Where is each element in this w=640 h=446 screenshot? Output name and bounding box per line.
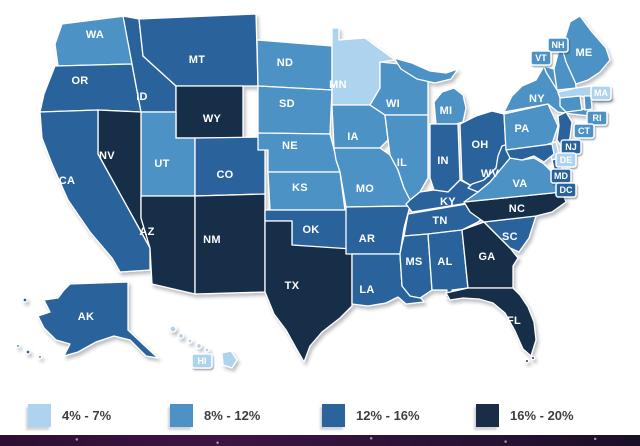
state-sd[interactable] <box>257 85 333 135</box>
legend-label-3: 12% - 16% <box>356 408 420 423</box>
state-fl[interactable] <box>445 287 537 364</box>
state-co[interactable] <box>194 136 266 197</box>
legend-item-3: 12% - 16% <box>322 404 420 427</box>
legend-label-4: 16% - 20% <box>510 408 574 423</box>
state-ne[interactable] <box>257 132 341 173</box>
state-chip-nh[interactable]: NH <box>547 37 569 53</box>
legend-label-2: 8% - 12% <box>204 408 261 423</box>
legend-swatch-4 <box>476 404 499 427</box>
state-me[interactable] <box>561 15 611 85</box>
state-chip-vt[interactable]: VT <box>530 50 552 66</box>
state-chip-md[interactable]: MD <box>550 168 572 184</box>
state-chip-ct[interactable]: CT <box>573 123 595 139</box>
state-tx[interactable] <box>264 220 353 363</box>
bottom-bar <box>0 435 640 446</box>
state-chip-nj[interactable]: NJ <box>560 139 582 155</box>
state-or[interactable] <box>39 63 142 113</box>
state-ak[interactable] <box>15 281 159 360</box>
legend-item-2: 8% - 12% <box>170 404 260 427</box>
state-ca[interactable] <box>39 109 151 273</box>
state-in[interactable] <box>429 123 461 193</box>
legend-swatch-1 <box>28 404 51 427</box>
state-chip-ri[interactable]: RI <box>586 110 608 126</box>
state-ct[interactable] <box>559 95 583 113</box>
state-chip-ma[interactable]: MA <box>590 85 612 101</box>
state-ar[interactable] <box>345 205 411 255</box>
state-nm[interactable] <box>194 193 266 295</box>
state-chip-dc[interactable]: DC <box>555 182 577 198</box>
legend-item-4: 16% - 20% <box>476 404 574 427</box>
state-az[interactable] <box>140 195 196 295</box>
state-hi[interactable] <box>169 325 238 369</box>
legend-swatch-2 <box>170 404 193 427</box>
state-chip-de[interactable]: DE <box>555 152 577 168</box>
state-ks[interactable] <box>267 171 346 211</box>
state-wy[interactable] <box>175 85 244 139</box>
legend: 4% - 7% 8% - 12% 12% - 16% 16% - 20% <box>0 404 640 428</box>
legend-label-1: 4% - 7% <box>62 408 112 423</box>
state-ms[interactable] <box>399 233 433 299</box>
state-chip-hi[interactable]: HI <box>191 353 213 369</box>
state-ri[interactable] <box>583 95 593 111</box>
state-ky[interactable] <box>405 179 481 213</box>
legend-item-1: 4% - 7% <box>28 404 111 427</box>
state-al[interactable] <box>427 229 469 299</box>
legend-swatch-3 <box>322 404 345 427</box>
state-nd[interactable] <box>256 39 333 91</box>
